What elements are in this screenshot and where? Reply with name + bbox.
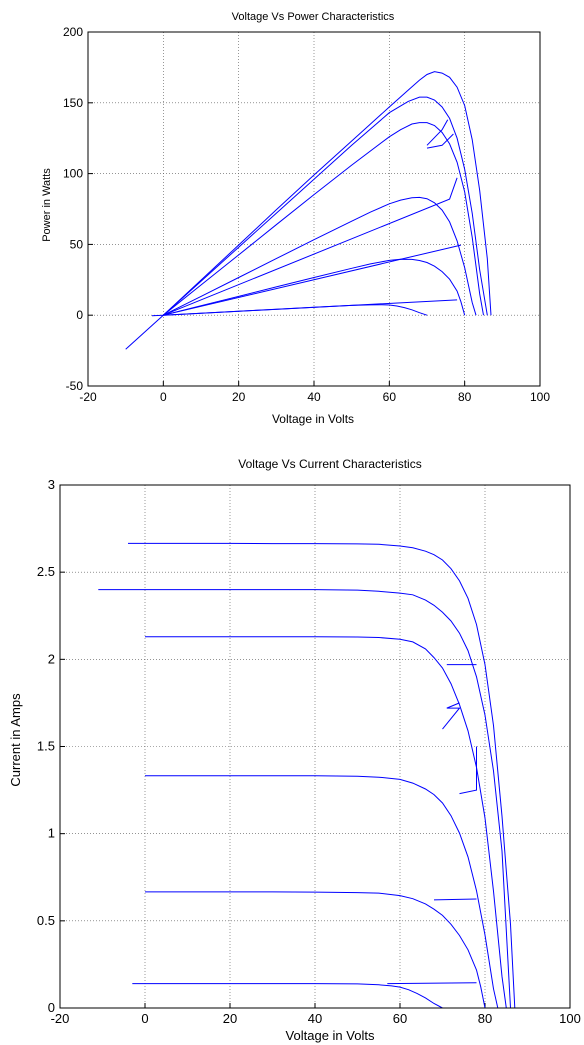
current-xtick-label: -20 — [51, 1011, 70, 1026]
power-ytick-label: 100 — [63, 167, 83, 181]
current-xtick-label: 100 — [559, 1011, 581, 1026]
power-plot-frame — [87, 31, 541, 387]
power-series-4 — [163, 196, 477, 316]
current-series-9 — [459, 746, 477, 795]
power-xtick-label: 100 — [530, 390, 550, 404]
power-chart-title: Voltage Vs Power Characteristics — [232, 11, 395, 23]
current-series-5 — [145, 891, 486, 1009]
current-chart: Voltage Vs Current Characteristics Volta… — [8, 457, 581, 1043]
power-series-8 — [163, 244, 462, 316]
power-series-1 — [162, 71, 492, 316]
power-series-2 — [125, 96, 488, 350]
power-xtick-label: 0 — [160, 390, 167, 404]
power-ytick-label: 200 — [63, 25, 83, 39]
current-ytick-label: 2.5 — [37, 564, 55, 579]
current-xtick-label: 20 — [223, 1011, 237, 1026]
power-xtick-label: -20 — [79, 390, 97, 404]
current-xtick-label: 0 — [141, 1011, 148, 1026]
power-series-11 — [426, 119, 449, 146]
power-series-5 — [163, 258, 466, 316]
current-ytick-label: 0.5 — [37, 913, 55, 928]
current-chart-ylabel: Current in Amps — [8, 693, 23, 787]
current-ytick-label: 3 — [48, 477, 55, 492]
current-series-2 — [98, 589, 511, 1009]
power-series-10 — [426, 133, 454, 149]
current-ytick-label: 1.5 — [37, 739, 55, 754]
current-series-3 — [145, 636, 507, 1009]
current-series-4 — [145, 775, 499, 1009]
current-series-1 — [128, 542, 516, 1009]
power-ytick-label: 50 — [70, 237, 84, 251]
current-ytick-label: 2 — [48, 651, 55, 666]
current-xtick-label: 80 — [478, 1011, 492, 1026]
power-xtick-label: 60 — [383, 390, 397, 404]
power-chart-ylabel: Power in Watts — [41, 168, 53, 242]
current-ytick-label: 0 — [48, 1000, 55, 1015]
power-chart: Voltage Vs Power Characteristics Voltage… — [41, 11, 550, 426]
power-series-7 — [163, 299, 458, 316]
current-series-7 — [387, 982, 477, 985]
current-series-10 — [442, 702, 461, 730]
current-xtick-label: 60 — [393, 1011, 407, 1026]
current-chart-title: Voltage Vs Current Characteristics — [238, 457, 421, 471]
current-xtick-label: 40 — [308, 1011, 322, 1026]
current-ytick-label: 1 — [48, 826, 55, 841]
power-ytick-label: 150 — [63, 96, 83, 110]
power-series-9 — [163, 177, 458, 316]
current-plot-frame — [59, 484, 571, 1009]
power-xtick-label: 40 — [307, 390, 321, 404]
power-chart-xlabel: Voltage in Volts — [272, 412, 354, 426]
power-xtick-label: 80 — [458, 390, 472, 404]
current-series-8 — [433, 898, 477, 901]
power-ytick-label: 0 — [76, 308, 83, 322]
current-chart-xlabel: Voltage in Volts — [286, 1028, 375, 1043]
power-series-3 — [162, 122, 484, 316]
power-ytick-label: -50 — [66, 379, 84, 393]
current-series-6 — [132, 983, 443, 1009]
power-xtick-label: 20 — [232, 390, 246, 404]
